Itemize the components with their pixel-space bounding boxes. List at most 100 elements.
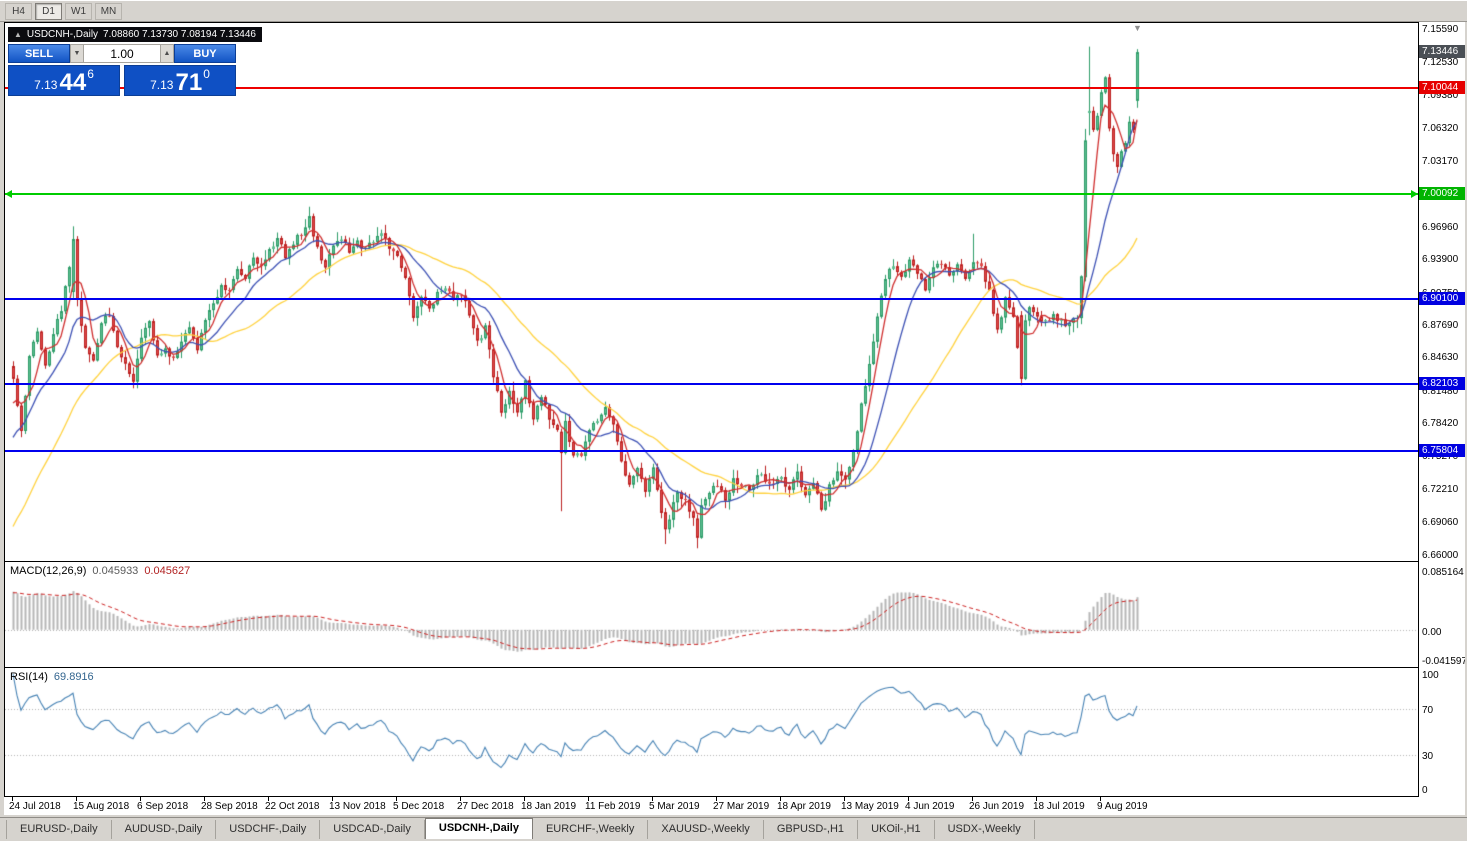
tab-audusd-daily[interactable]: AUDUSD-,Daily bbox=[112, 820, 217, 839]
time-label: 18 Apr 2019 bbox=[777, 801, 831, 812]
time-label: 22 Oct 2018 bbox=[265, 801, 320, 812]
time-tick bbox=[12, 797, 13, 801]
buy-price-prefix: 7.13 bbox=[150, 78, 174, 92]
rsi-label: RSI(14) 69.8916 bbox=[10, 671, 94, 683]
rsi-panel[interactable]: RSI(14) 69.8916 bbox=[4, 668, 1419, 797]
price-tick: 6.87690 bbox=[1422, 319, 1459, 331]
tab-ukoil-h1[interactable]: UKOil-,H1 bbox=[858, 820, 935, 839]
buy-button[interactable]: BUY bbox=[174, 44, 236, 63]
blue-line-price-badge-3: 6.75804 bbox=[1419, 443, 1465, 457]
chart-ohlc-bar: ▲ USDCNH-,Daily 7.08860 7.13730 7.08194 … bbox=[8, 27, 262, 42]
timeframe-button-h4[interactable]: H4 bbox=[5, 2, 32, 20]
time-tick bbox=[76, 797, 77, 801]
macd-label: MACD(12,26,9) 0.045933 0.045627 bbox=[10, 565, 190, 577]
one-click-trading-panel: SELL ▼ ▲ BUY 7.13 44 6 7.13 71 0 bbox=[8, 44, 236, 96]
price-tick: 6.69060 bbox=[1422, 517, 1459, 529]
tab-eurusd-daily[interactable]: EURUSD-,Daily bbox=[6, 820, 112, 839]
time-tick bbox=[460, 797, 461, 801]
rsi-axis[interactable]: 100 70 30 0 bbox=[1419, 668, 1465, 797]
time-tick bbox=[332, 797, 333, 801]
sell-price-pipette: 6 bbox=[87, 67, 94, 81]
hline-level-7-00092-left-arrow-icon bbox=[5, 190, 12, 198]
price-canvas[interactable] bbox=[5, 23, 1418, 561]
timeframe-toolbar: H4 D1 W1 MN bbox=[0, 0, 1467, 22]
price-tick: 7.03170 bbox=[1422, 155, 1459, 167]
timeframe-button-w1[interactable]: W1 bbox=[65, 2, 92, 20]
rsi-canvas[interactable] bbox=[5, 668, 1418, 796]
time-tick bbox=[204, 797, 205, 801]
sell-button[interactable]: SELL bbox=[8, 44, 70, 63]
volume-decrease-button[interactable]: ▼ bbox=[70, 44, 84, 63]
buy-price-pipette: 0 bbox=[203, 67, 210, 81]
main-chart-area[interactable]: ▼ ▲ USDCNH-,Daily 7.08860 7.13730 7.0819… bbox=[4, 22, 1419, 562]
chart-ohlc-values: 7.08860 7.13730 7.08194 7.13446 bbox=[103, 29, 256, 40]
time-tick bbox=[780, 797, 781, 801]
timeframe-button-mn[interactable]: MN bbox=[95, 2, 122, 20]
tab-usdchf-daily[interactable]: USDCHF-,Daily bbox=[216, 820, 321, 839]
rsi-value: 69.8916 bbox=[53, 671, 94, 683]
time-tick bbox=[140, 797, 141, 801]
tab-usdcnh-daily[interactable]: USDCNH-,Daily bbox=[424, 818, 533, 839]
hline-support-6-90100[interactable] bbox=[5, 298, 1418, 300]
macd-axis-tick: 0.085164 bbox=[1422, 567, 1464, 578]
macd-name: MACD(12,26,9) bbox=[10, 565, 87, 577]
macd-axis[interactable]: 0.085164 0.00 -0.041597 bbox=[1419, 562, 1465, 668]
time-tick bbox=[908, 797, 909, 801]
sell-price-prefix: 7.13 bbox=[34, 78, 58, 92]
time-label: 27 Dec 2018 bbox=[457, 801, 514, 812]
macd-panel[interactable]: MACD(12,26,9) 0.045933 0.045627 bbox=[4, 562, 1419, 668]
timeframe-button-d1[interactable]: D1 bbox=[35, 2, 62, 20]
price-axis[interactable]: 7.15590 7.12530 7.09380 7.06320 7.03170 6.969… bbox=[1419, 22, 1465, 562]
blue-line-price-badge-1: 6.90100 bbox=[1419, 292, 1465, 306]
price-tick: 7.06320 bbox=[1422, 122, 1459, 134]
chart-shift-marker-icon[interactable]: ▼ bbox=[1133, 23, 1142, 33]
tab-eurchf-weekly[interactable]: EURCHF-,Weekly bbox=[533, 820, 649, 839]
collapse-panel-icon[interactable]: ▲ bbox=[14, 30, 22, 39]
tab-gbpusd-h1[interactable]: GBPUSD-,H1 bbox=[764, 820, 859, 839]
time-label: 9 Aug 2019 bbox=[1097, 801, 1148, 812]
time-tick bbox=[524, 797, 525, 801]
price-tick: 6.78420 bbox=[1422, 418, 1459, 430]
hline-support-6-75804[interactable] bbox=[5, 450, 1418, 452]
price-tick: 6.72210 bbox=[1422, 483, 1459, 495]
time-label: 5 Mar 2019 bbox=[649, 801, 700, 812]
red-line-price-badge: 7.10044 bbox=[1419, 81, 1465, 95]
time-label: 13 Nov 2018 bbox=[329, 801, 386, 812]
time-label: 18 Jul 2019 bbox=[1033, 801, 1085, 812]
volume-increase-button[interactable]: ▲ bbox=[160, 44, 174, 63]
time-label: 18 Jan 2019 bbox=[521, 801, 577, 812]
time-tick bbox=[268, 797, 269, 801]
hline-level-7-00092-right-arrow-icon bbox=[1411, 190, 1418, 198]
rsi-name: RSI(14) bbox=[10, 671, 48, 683]
hline-level-7-00092[interactable] bbox=[5, 193, 1418, 195]
time-label: 27 Mar 2019 bbox=[713, 801, 770, 812]
tab-usdcad-daily[interactable]: USDCAD-,Daily bbox=[320, 820, 425, 839]
sell-price-display[interactable]: 7.13 44 6 bbox=[8, 65, 120, 96]
buy-price-display[interactable]: 7.13 71 0 bbox=[124, 65, 236, 96]
time-tick bbox=[1036, 797, 1037, 801]
chart-symbol-title: USDCNH-,Daily bbox=[26, 29, 99, 40]
macd-axis-tick: 0.00 bbox=[1422, 626, 1442, 638]
macd-axis-tick: -0.041597 bbox=[1422, 656, 1465, 667]
tab-usdx-weekly[interactable]: USDX-,Weekly bbox=[935, 820, 1035, 839]
hline-support-6-82103[interactable] bbox=[5, 383, 1418, 385]
time-label: 26 Jun 2019 bbox=[969, 801, 1025, 812]
time-label: 28 Sep 2018 bbox=[201, 801, 258, 812]
blue-line-price-badge-2: 6.82103 bbox=[1419, 377, 1465, 391]
hline-resistance-7-10044[interactable] bbox=[5, 87, 1418, 89]
volume-input[interactable] bbox=[84, 44, 160, 63]
price-tick: 6.96960 bbox=[1422, 221, 1459, 233]
macd-canvas[interactable] bbox=[5, 562, 1418, 667]
chart-tab-bar: EURUSD-,Daily AUDUSD-,Daily USDCHF-,Daily U… bbox=[0, 817, 1467, 839]
time-tick bbox=[972, 797, 973, 801]
time-tick bbox=[396, 797, 397, 801]
price-tick: 6.93900 bbox=[1422, 254, 1459, 266]
time-label: 5 Dec 2018 bbox=[393, 801, 445, 812]
green-line-price-badge: 7.00092 bbox=[1419, 186, 1465, 200]
time-axis[interactable]: 24 Jul 2018 15 Aug 2018 6 Sep 2018 28 Sep 2… bbox=[4, 797, 1419, 815]
tab-xauusd-weekly[interactable]: XAUUSD-,Weekly bbox=[648, 820, 764, 839]
time-label: 24 Jul 2018 bbox=[9, 801, 61, 812]
time-label: 11 Feb 2019 bbox=[585, 801, 641, 812]
price-tick: 7.09380 bbox=[1422, 90, 1459, 102]
rsi-axis-tick: 30 bbox=[1422, 750, 1434, 762]
